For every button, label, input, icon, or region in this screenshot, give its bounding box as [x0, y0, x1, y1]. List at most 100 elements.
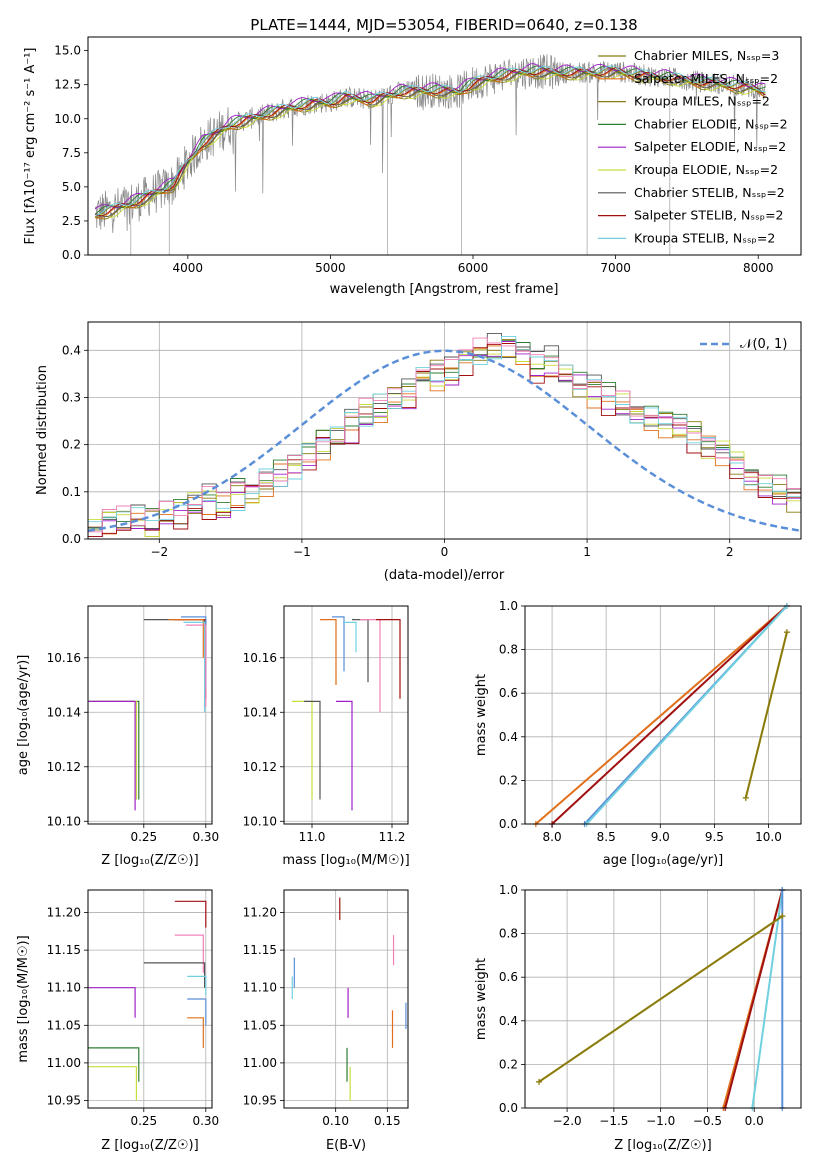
model-spectrum-line [95, 65, 766, 216]
y-tick-label: 11.10 [47, 981, 81, 995]
spectrum-panel: 4000 5000 6000 7000 8000 0.0 2.5 5.0 7.5 10.0 12.5… [23, 36, 802, 297]
residual-histogram-line [88, 349, 801, 538]
y-tick-label: 0.2 [62, 438, 81, 452]
spectrum-xlabel: wavelength [Angstrom, rest frame] [330, 282, 559, 297]
y-tick-label: 10.16 [243, 651, 277, 665]
age-vs-mass-data [292, 616, 401, 811]
legend-label: Salpeter ELODIE, Nₛₛₚ=2 [634, 139, 786, 154]
y-tick-label: 10.95 [47, 1093, 81, 1107]
y-tick-label: 0.1 [62, 485, 81, 499]
legend-label: Chabrier MILES, Nₛₛₚ=3 [634, 48, 779, 63]
y-tick-label: 0.6 [499, 686, 518, 700]
x-tick-label: 0.10 [322, 1114, 349, 1128]
y-tick-label: 0.0 [499, 817, 518, 831]
mass-weight-vs-metallicity-frame [524, 889, 802, 1109]
x-tick-label: −2 [150, 545, 168, 559]
step-line [174, 934, 204, 973]
mass-vs-ebv-panel: 0.10 0.15 10.95 11.00 11.05 11.10 11.15 11.20 E… [243, 889, 409, 1153]
age-vs-metallicity-ticks: 0.25 0.30 10.10 10.12 10.14 10.16 [47, 651, 220, 844]
residual-histogram-line [88, 337, 801, 533]
step-line [304, 700, 321, 800]
y-tick-label: 0.4 [499, 1014, 518, 1028]
y-tick-label: 11.20 [47, 906, 81, 920]
step-line [376, 619, 401, 699]
age-vs-mass-xlabel: mass [log₁₀(M/M☉)] [282, 853, 409, 868]
residual-histogram-line [88, 335, 801, 523]
mass-vs-metallicity-panel: 0.25 0.30 10.95 11.00 11.05 11.10 11.15 11.20 Z… [16, 889, 219, 1153]
mass-weight-vs-age-data [532, 603, 790, 827]
y-tick-label: 0.0 [62, 532, 81, 546]
y-tick-label: 10.95 [243, 1093, 277, 1107]
normal-legend-label: 𝒩(0, 1) [740, 337, 787, 352]
age-vs-metallicity-panel: 0.25 0.30 10.10 10.12 10.14 10.16 Z [log₁₀(Z/… [16, 605, 220, 868]
spectrum-title: PLATE=1444, MJD=53054, FIBERID=0640, z=0… [250, 16, 637, 34]
residuals-data [87, 332, 802, 538]
step-line [187, 1017, 204, 1048]
age-vs-metallicity-xlabel: Z [log₁₀(Z/Z☉)] [101, 853, 198, 868]
step-line [187, 975, 207, 996]
age-vs-metallicity-frame [87, 605, 213, 825]
x-tick-label: 0.30 [192, 1114, 219, 1128]
mass-vs-ebv-grid [284, 890, 408, 1108]
x-tick-label: 8000 [743, 261, 774, 275]
step-line [320, 619, 337, 685]
mass-weight-vs-metallicity-xlabel: Z [log₁₀(Z/Z☉)] [614, 1138, 711, 1153]
y-tick-label: 0.3 [62, 390, 81, 404]
spectrum-legend: Chabrier MILES, Nₛₛₚ=3 Salpeter MILES, Nₛ… [598, 48, 788, 245]
y-tick-label: 0.0 [62, 248, 81, 262]
step-line [174, 900, 207, 928]
mass-weight-marker [779, 913, 786, 920]
mass-vs-ebv-ticks: 0.10 0.15 10.95 11.00 11.05 11.10 11.15 11.20 [243, 906, 401, 1128]
age-vs-mass-ticks: 11.0 11.2 10.10 10.12 10.14 10.16 [243, 651, 406, 844]
mass-weight-line [724, 889, 784, 1109]
y-tick-label: 0.8 [499, 643, 518, 657]
y-tick-label: 12.5 [54, 78, 81, 92]
mass-weight-vs-age-ylabel: mass weight [474, 674, 489, 756]
y-tick-label: 11.15 [243, 943, 277, 957]
x-tick-label: 4000 [173, 261, 204, 275]
legend-label: Salpeter STELIB, Nₛₛₚ=2 [634, 208, 784, 223]
legend-label: Chabrier ELODIE, Nₛₛₚ=2 [634, 116, 788, 131]
legend-label: Kroupa STELIB, Nₛₛₚ=2 [634, 230, 775, 245]
y-tick-label: 1.0 [499, 883, 518, 897]
age-vs-metallicity-data [88, 616, 207, 811]
y-tick-label: 11.05 [243, 1018, 277, 1032]
x-tick-label: −0.5 [693, 1114, 722, 1128]
y-tick-label: 10.12 [243, 760, 277, 774]
mass-weight-vs-age-panel: 8.0 8.5 9.0 9.5 10.0 0.0 0.2 0.4 0.6 0.8 1.0 age [… [474, 599, 802, 868]
mass-vs-metallicity-data [88, 900, 207, 1101]
x-tick-label: 0.25 [130, 830, 157, 844]
residuals-ticks: −2 −1 0 1 2 0.0 0.1 0.2 0.3 0.4 [62, 343, 734, 559]
age-vs-mass-panel: 11.0 11.2 10.10 10.12 10.14 10.16 mass [log₁₀… [243, 605, 410, 868]
y-tick-label: 15.0 [54, 44, 81, 58]
spectrum-ylabel: Flux [fλ10⁻¹⁷ erg cm⁻² s⁻¹ A⁻¹] [23, 48, 38, 245]
mass-weight-vs-metallicity-panel: −2.0 −1.5 −1.0 −0.5 0.0 0.0 0.2 0.4 0.6 0.8 1.0 Z … [474, 883, 802, 1153]
observed-spectrum-line [94, 54, 766, 234]
y-tick-label: 7.5 [62, 146, 81, 160]
step-line [168, 619, 204, 658]
y-tick-label: 0.2 [499, 773, 518, 787]
step-line [88, 700, 136, 811]
y-tick-label: 2.5 [62, 214, 81, 228]
step-line [336, 700, 353, 811]
mass-weight-line [744, 631, 788, 799]
age-vs-metallicity-ylabel: age [log₁₀(age/yr)] [16, 655, 31, 776]
spectrum-data [94, 54, 766, 255]
residuals-panel: −2 −1 0 1 2 0.0 0.1 0.2 0.3 0.4 (data-model)/erro… [35, 321, 802, 583]
step-line [183, 621, 206, 713]
x-tick-label: 11.2 [379, 830, 406, 844]
mass-weight-marker [783, 629, 790, 636]
age-vs-mass-frame [283, 605, 409, 825]
y-tick-label: 10.16 [47, 651, 81, 665]
x-tick-label: 8.5 [597, 830, 616, 844]
step-line [88, 1066, 137, 1101]
y-tick-label: 10.10 [243, 814, 277, 828]
y-tick-label: 11.05 [47, 1018, 81, 1032]
x-tick-label: 2 [726, 545, 734, 559]
step-line [187, 998, 207, 1026]
step-line [143, 962, 206, 988]
mass-weight-line [538, 915, 783, 1083]
y-tick-label: 0.4 [62, 343, 81, 357]
x-tick-label: 10.0 [755, 830, 782, 844]
